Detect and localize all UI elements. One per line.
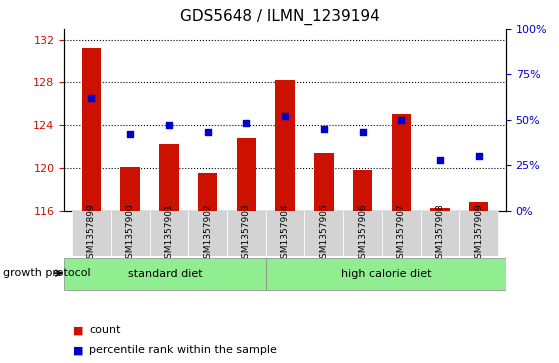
Bar [266,258,506,290]
Point [126,131,135,137]
Text: growth protocol: growth protocol [3,268,91,278]
Bar [343,211,382,256]
Point [397,117,406,123]
Bar [382,211,421,256]
Bar [266,211,305,256]
Bar [353,170,372,211]
Bar [236,138,256,211]
Bar [72,211,111,256]
Text: GSM1357907: GSM1357907 [397,203,406,264]
Text: GSM1357899: GSM1357899 [87,203,96,264]
Text: ■: ■ [73,325,83,335]
Point [281,113,290,119]
Bar [82,48,101,211]
Text: high calorie diet: high calorie diet [340,269,431,279]
Text: percentile rank within the sample: percentile rank within the sample [89,345,277,355]
Text: GSM1357902: GSM1357902 [203,203,212,264]
Bar [469,202,489,211]
Bar [227,211,266,256]
Text: GSM1357901: GSM1357901 [164,203,173,264]
Bar [149,211,188,256]
Bar [430,208,450,211]
Bar [314,153,334,211]
Bar [276,80,295,211]
Bar [421,211,459,256]
Bar [305,211,343,256]
Bar [198,173,217,211]
Text: GSM1357906: GSM1357906 [358,203,367,264]
Point [435,157,444,163]
Bar [111,211,149,256]
Text: count: count [89,325,121,335]
Bar [159,144,178,211]
Point [358,130,367,135]
Bar [120,167,140,211]
Bar [64,258,266,290]
Text: GSM1357905: GSM1357905 [319,203,328,264]
Text: GSM1357900: GSM1357900 [126,203,135,264]
Bar [392,114,411,211]
Point [87,95,96,101]
Bar [188,211,227,256]
Text: GSM1357903: GSM1357903 [242,203,251,264]
Point [319,126,328,132]
Point [242,121,251,126]
Text: GDS5648 / ILMN_1239194: GDS5648 / ILMN_1239194 [179,9,380,25]
Text: GSM1357904: GSM1357904 [281,203,290,264]
Text: ■: ■ [73,345,83,355]
Bar [459,211,498,256]
Point [203,130,212,135]
Text: GSM1357908: GSM1357908 [435,203,444,264]
Point [474,153,483,159]
Point [164,122,173,128]
Text: standard diet: standard diet [127,269,202,279]
Text: GSM1357909: GSM1357909 [474,203,484,264]
